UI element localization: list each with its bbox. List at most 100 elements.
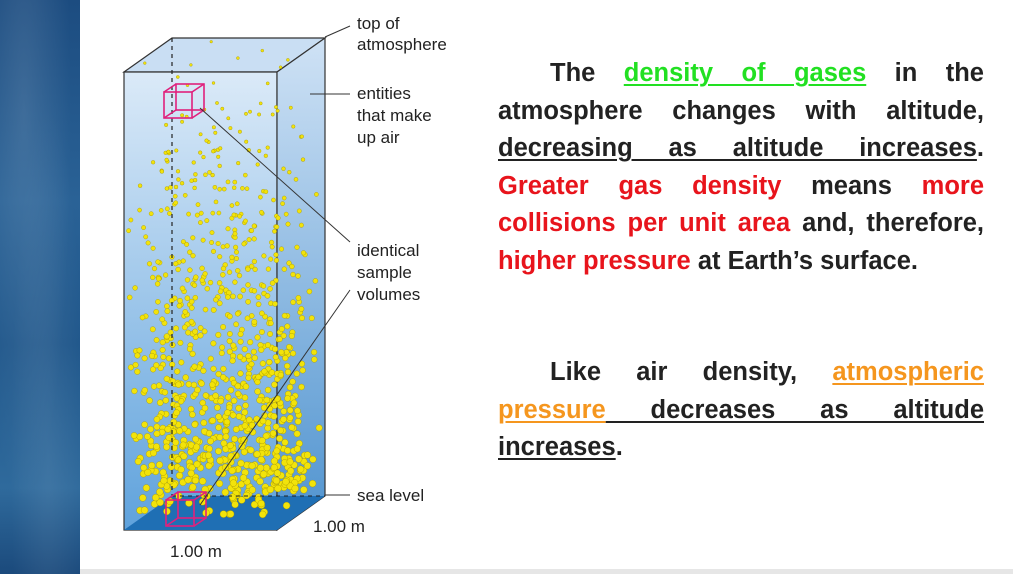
p1-text-3: in the atmosphere changes with altitude, bbox=[498, 59, 984, 125]
air-particle bbox=[199, 477, 207, 485]
air-particle bbox=[193, 460, 201, 468]
air-particle bbox=[216, 210, 222, 216]
air-particle bbox=[150, 274, 156, 280]
air-particle bbox=[180, 258, 186, 264]
label-width: 1.00 m bbox=[170, 542, 222, 561]
air-particle bbox=[136, 347, 143, 354]
air-particle bbox=[150, 245, 156, 251]
air-particle bbox=[230, 397, 238, 404]
air-particle bbox=[245, 352, 252, 360]
air-particle bbox=[224, 393, 232, 401]
air-particle bbox=[143, 234, 149, 240]
air-particle bbox=[184, 277, 191, 283]
air-particle bbox=[229, 254, 235, 260]
air-particle bbox=[176, 177, 181, 182]
air-particle bbox=[214, 404, 221, 411]
air-particle bbox=[235, 413, 243, 420]
air-particle bbox=[232, 231, 238, 237]
air-particle bbox=[255, 301, 262, 308]
air-particle bbox=[228, 126, 233, 131]
air-particle bbox=[205, 451, 212, 459]
air-particle bbox=[169, 342, 176, 348]
air-particle bbox=[219, 510, 228, 518]
air-particle bbox=[249, 263, 255, 269]
air-particle bbox=[203, 172, 208, 177]
air-particle bbox=[159, 316, 166, 323]
sample-volume-top bbox=[163, 83, 205, 119]
air-particle bbox=[173, 325, 179, 332]
air-particle bbox=[225, 294, 231, 300]
air-particle bbox=[267, 331, 273, 337]
air-particle bbox=[142, 484, 150, 492]
air-particle bbox=[220, 439, 228, 447]
air-particle bbox=[282, 478, 290, 486]
air-particle bbox=[280, 408, 288, 415]
air-particle bbox=[176, 427, 184, 435]
air-particle bbox=[154, 281, 161, 287]
air-particle bbox=[278, 65, 283, 69]
air-particle bbox=[243, 218, 248, 224]
air-particle bbox=[180, 119, 184, 124]
p1-text-5: . bbox=[976, 134, 984, 162]
air-particle bbox=[164, 206, 170, 212]
air-particle bbox=[289, 378, 296, 385]
air-particle bbox=[213, 199, 219, 205]
air-particle bbox=[277, 371, 284, 378]
air-particle bbox=[152, 493, 160, 502]
air-particle bbox=[189, 350, 196, 357]
air-particle bbox=[255, 294, 262, 300]
air-particle bbox=[276, 435, 283, 442]
air-particle bbox=[163, 272, 169, 278]
air-particle bbox=[281, 195, 287, 201]
air-particle bbox=[153, 430, 161, 438]
air-particle bbox=[290, 271, 296, 278]
sample-volume-bottom bbox=[165, 491, 207, 527]
air-particle bbox=[182, 374, 189, 381]
air-particle bbox=[298, 383, 305, 391]
air-particle bbox=[209, 381, 216, 388]
air-particle bbox=[238, 496, 246, 504]
air-particle bbox=[273, 252, 279, 258]
label-sea-level: sea level bbox=[357, 486, 424, 505]
air-particle bbox=[190, 253, 196, 259]
air-particle bbox=[258, 346, 265, 353]
air-particle bbox=[248, 109, 252, 114]
air-particle bbox=[216, 457, 224, 465]
air-particle bbox=[266, 359, 273, 366]
air-particle bbox=[207, 279, 214, 286]
air-particle bbox=[159, 346, 166, 353]
paragraph-pressure: Like air density, atmospheric pressure d… bbox=[498, 354, 984, 467]
air-particle bbox=[291, 484, 299, 493]
air-particle bbox=[191, 282, 198, 288]
air-particle bbox=[286, 344, 293, 350]
air-particle bbox=[191, 363, 198, 370]
air-particle bbox=[283, 211, 289, 217]
air-particle bbox=[290, 299, 296, 305]
air-particle bbox=[230, 293, 236, 300]
air-particle bbox=[155, 461, 164, 469]
air-particle bbox=[265, 145, 270, 150]
air-particle bbox=[239, 474, 247, 482]
air-particle bbox=[140, 464, 148, 472]
air-particle bbox=[177, 339, 184, 346]
air-particle bbox=[130, 432, 138, 439]
air-particle bbox=[300, 157, 306, 162]
air-particle bbox=[155, 299, 161, 305]
air-particle bbox=[204, 138, 209, 143]
air-particle bbox=[255, 162, 260, 167]
air-particle bbox=[215, 413, 222, 420]
air-particle bbox=[187, 469, 195, 477]
air-particle bbox=[231, 212, 237, 218]
air-particle bbox=[264, 386, 272, 394]
air-particles bbox=[126, 40, 323, 519]
air-particle bbox=[282, 355, 289, 362]
air-particle bbox=[269, 239, 275, 245]
air-particle bbox=[286, 414, 294, 422]
air-particle bbox=[218, 350, 225, 357]
air-particle bbox=[260, 283, 267, 289]
air-particle bbox=[220, 324, 227, 330]
air-particle bbox=[190, 235, 196, 241]
air-particle bbox=[172, 193, 178, 199]
air-particle bbox=[254, 378, 261, 386]
air-particle bbox=[159, 339, 166, 346]
